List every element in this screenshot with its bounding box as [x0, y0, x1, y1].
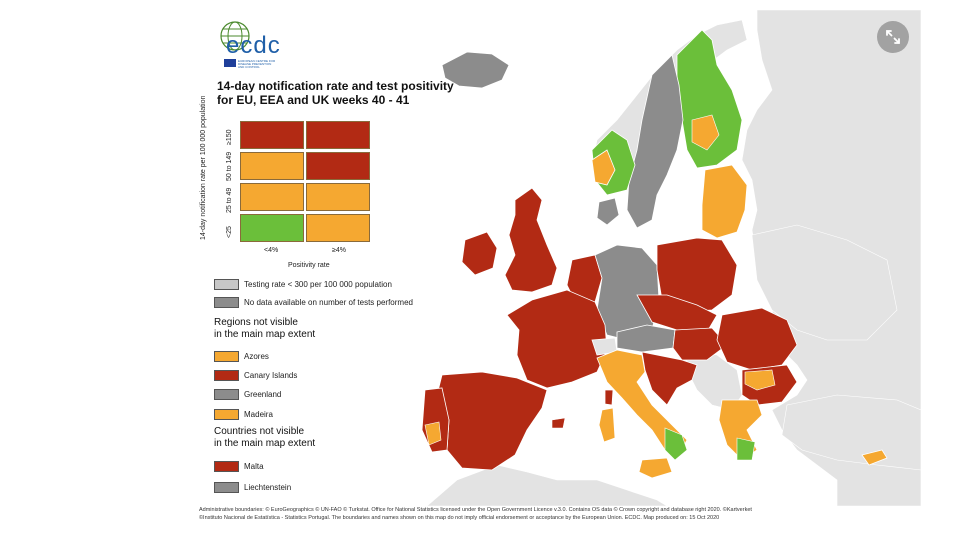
poland — [656, 237, 738, 313]
finland-orange-region — [691, 114, 720, 151]
legend-label: No data available on number of tests per… — [244, 298, 413, 307]
ukraine-belarus — [751, 224, 898, 341]
legend-label: Canary Islands — [244, 371, 298, 380]
legend-label: Testing rate < 300 per 100 000 populatio… — [244, 280, 392, 289]
legend-label: Liechtenstein — [244, 483, 292, 492]
matrix-cell-mid-low — [240, 152, 304, 180]
balearic — [551, 417, 566, 429]
bivariate-legend-matrix — [240, 121, 373, 245]
ecdc-logo-text: ecdc — [226, 32, 281, 59]
baltics — [701, 164, 748, 239]
legend-label: Greenland — [244, 390, 282, 399]
ecdc-logo — [220, 21, 250, 67]
europe-map — [421, 10, 921, 506]
matrix-x-axis-title: Positivity rate — [288, 262, 330, 269]
legend-swatch — [214, 409, 239, 420]
matrix-y-axis-title: 14-day notification rate per 100 000 pop… — [200, 95, 207, 240]
sicily — [638, 457, 673, 479]
legend-swatch — [214, 279, 239, 290]
legend-label: Azores — [244, 352, 269, 361]
matrix-cell-low-high — [306, 214, 370, 242]
italy — [596, 349, 688, 456]
portugal-orange — [424, 421, 442, 446]
legend-label: Malta — [244, 462, 264, 471]
legend-swatch — [214, 482, 239, 493]
italy-green-south — [664, 427, 688, 461]
matrix-y-tick: 50 to 149 — [226, 151, 233, 181]
iceland — [441, 51, 510, 89]
matrix-cell-high-low — [240, 121, 304, 149]
legend-swatch — [214, 297, 239, 308]
matrix-cell-low-low — [240, 214, 304, 242]
matrix-cell-lowmid-high — [306, 183, 370, 211]
denmark — [596, 197, 620, 226]
legend-swatch — [214, 389, 239, 400]
turkey — [781, 394, 921, 471]
czechia-slovakia — [636, 294, 718, 333]
matrix-x-tick: ≥4% — [332, 247, 346, 254]
matrix-y-tick: ≥150 — [226, 129, 233, 145]
spain — [436, 371, 548, 471]
croatia-slovenia — [641, 351, 698, 406]
matrix-x-tick: <4% — [264, 247, 279, 254]
non-eu-land-south — [426, 464, 668, 506]
matrix-cell-high-high — [306, 121, 370, 149]
legend-swatch — [214, 351, 239, 362]
cyprus — [861, 449, 888, 466]
united-kingdom — [504, 187, 558, 293]
expand-icon — [886, 30, 900, 44]
corsica — [604, 389, 614, 406]
map-frame — [197, 10, 921, 506]
matrix-cell-mid-high — [306, 152, 370, 180]
romania — [716, 307, 798, 371]
hungary — [672, 327, 728, 361]
expand-button[interactable] — [877, 21, 909, 53]
matrix-cell-lowmid-low — [240, 183, 304, 211]
legend-swatch — [214, 370, 239, 381]
map-title: 14-day notification rate and test positi… — [217, 79, 454, 107]
ireland — [461, 231, 498, 276]
ecdc-logo-subtitle: EUROPEAN CENTRE FOR DISEASE PREVENTION A… — [238, 59, 276, 69]
bulgaria-orange — [744, 369, 776, 391]
greece-green — [736, 437, 756, 461]
matrix-y-tick: <25 — [226, 226, 233, 238]
regions-section-title: Regions not visible in the main map exte… — [214, 317, 316, 340]
norway-orange — [591, 149, 616, 186]
france — [506, 289, 608, 389]
legend-swatch — [214, 461, 239, 472]
attribution-footer: Administrative boundaries: © EuroGeograp… — [199, 507, 752, 521]
legend-label: Madeira — [244, 410, 273, 419]
sardinia — [598, 407, 616, 443]
countries-section-title: Countries not visible in the main map ex… — [214, 426, 316, 449]
sweden — [626, 54, 684, 229]
